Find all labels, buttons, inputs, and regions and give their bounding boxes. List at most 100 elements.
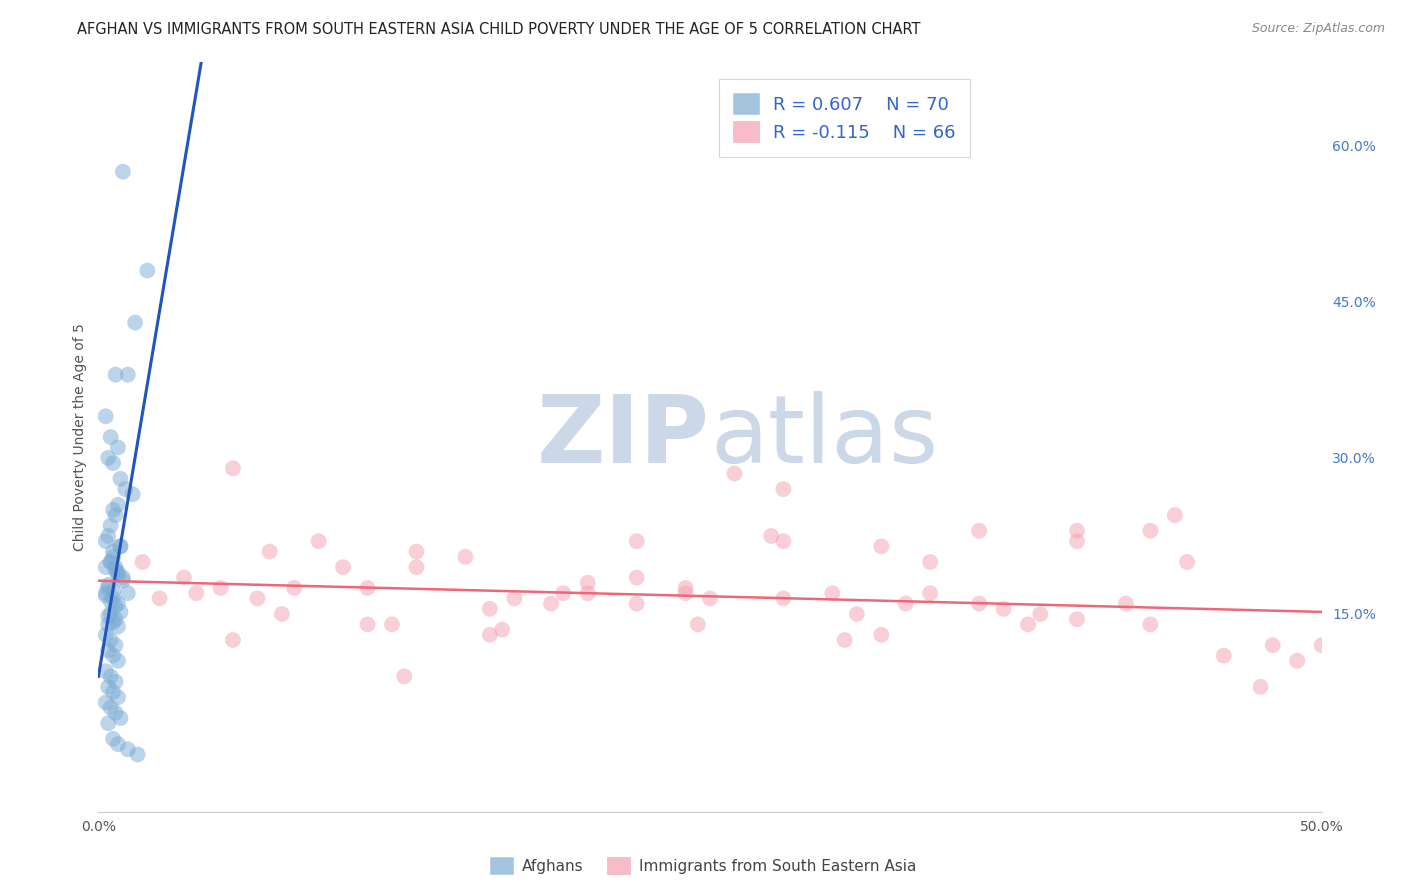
Point — [101, 503, 124, 517]
Point — [111, 165, 134, 179]
Point — [1261, 638, 1284, 652]
Point — [107, 737, 129, 751]
Point — [870, 539, 893, 553]
Point — [127, 747, 149, 762]
Text: atlas: atlas — [710, 391, 938, 483]
Point — [503, 591, 526, 606]
Point — [772, 482, 794, 496]
Text: ZIP: ZIP — [537, 391, 710, 483]
Point — [94, 588, 117, 602]
Point — [894, 597, 917, 611]
Point — [107, 567, 129, 582]
Point — [94, 628, 117, 642]
Point — [1139, 524, 1161, 538]
Point — [392, 669, 416, 683]
Point — [97, 529, 120, 543]
Point — [491, 623, 513, 637]
Point — [101, 584, 124, 599]
Point — [270, 607, 294, 621]
Point — [101, 544, 124, 558]
Point — [101, 549, 124, 564]
Point — [675, 586, 697, 600]
Point — [121, 487, 143, 501]
Point — [97, 578, 120, 592]
Point — [405, 544, 427, 558]
Point — [100, 633, 122, 648]
Point — [107, 654, 129, 668]
Point — [136, 263, 159, 277]
Point — [110, 605, 132, 619]
Point — [845, 607, 868, 621]
Point — [576, 575, 599, 590]
Point — [308, 534, 330, 549]
Point — [381, 617, 404, 632]
Point — [283, 581, 305, 595]
Point — [870, 628, 893, 642]
Point — [100, 430, 122, 444]
Point — [101, 685, 124, 699]
Point — [993, 602, 1015, 616]
Point — [100, 700, 122, 714]
Point — [101, 591, 124, 606]
Point — [124, 316, 146, 330]
Point — [104, 638, 127, 652]
Point — [478, 628, 501, 642]
Text: AFGHAN VS IMMIGRANTS FROM SOUTH EASTERN ASIA CHILD POVERTY UNDER THE AGE OF 5 CO: AFGHAN VS IMMIGRANTS FROM SOUTH EASTERN … — [77, 22, 921, 37]
Point — [675, 581, 697, 595]
Point — [100, 607, 122, 621]
Point — [117, 586, 139, 600]
Point — [100, 669, 122, 683]
Point — [94, 586, 117, 600]
Point — [686, 617, 709, 632]
Point — [104, 599, 127, 613]
Point — [1017, 617, 1039, 632]
Point — [173, 571, 195, 585]
Point — [332, 560, 354, 574]
Point — [259, 544, 281, 558]
Legend: Afghans, Immigrants from South Eastern Asia: Afghans, Immigrants from South Eastern A… — [484, 851, 922, 880]
Point — [97, 643, 120, 657]
Point — [104, 560, 127, 574]
Point — [110, 539, 132, 553]
Point — [104, 368, 127, 382]
Point — [94, 409, 117, 424]
Point — [104, 674, 127, 689]
Point — [117, 742, 139, 756]
Point — [576, 586, 599, 600]
Point — [131, 555, 153, 569]
Point — [821, 586, 844, 600]
Point — [405, 560, 427, 574]
Point — [1164, 508, 1187, 523]
Point — [626, 534, 648, 549]
Point — [1029, 607, 1052, 621]
Point — [1066, 524, 1088, 538]
Point — [626, 571, 648, 585]
Point — [117, 368, 139, 382]
Point — [967, 524, 990, 538]
Point — [110, 472, 132, 486]
Point — [1212, 648, 1234, 663]
Point — [100, 555, 122, 569]
Point — [101, 615, 124, 630]
Point — [478, 602, 501, 616]
Point — [101, 456, 124, 470]
Point — [356, 581, 378, 595]
Point — [967, 597, 990, 611]
Point — [110, 711, 132, 725]
Point — [97, 609, 120, 624]
Point — [222, 633, 245, 648]
Point — [107, 619, 129, 633]
Point — [94, 560, 117, 574]
Point — [246, 591, 269, 606]
Point — [699, 591, 721, 606]
Text: Source: ZipAtlas.com: Source: ZipAtlas.com — [1251, 22, 1385, 36]
Legend: R = 0.607    N = 70, R = -0.115    N = 66: R = 0.607 N = 70, R = -0.115 N = 66 — [718, 79, 970, 157]
Point — [772, 534, 794, 549]
Point — [97, 581, 120, 595]
Point — [222, 461, 245, 475]
Point — [920, 555, 942, 569]
Point — [772, 591, 794, 606]
Point — [110, 539, 132, 553]
Point — [97, 716, 120, 731]
Point — [209, 581, 232, 595]
